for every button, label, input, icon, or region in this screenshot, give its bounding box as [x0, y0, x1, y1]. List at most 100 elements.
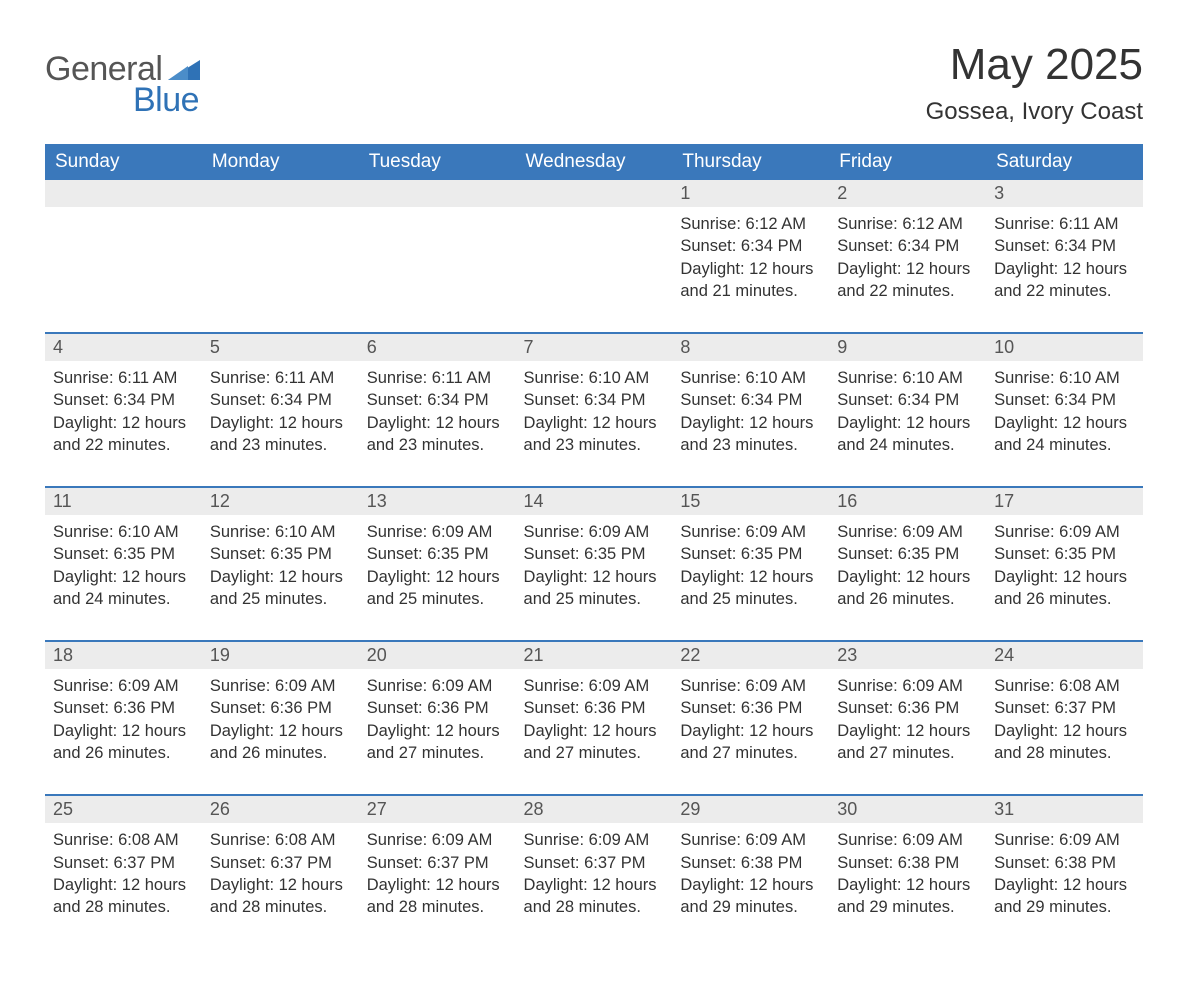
calendar-row: 18Sunrise: 6:09 AMSunset: 6:36 PMDayligh… — [45, 641, 1143, 795]
sunset-line: Sunset: 6:37 PM — [53, 852, 194, 874]
daylight-line: Daylight: 12 hours and 28 minutes. — [210, 874, 351, 919]
day-number: 12 — [202, 488, 359, 515]
sunset-line: Sunset: 6:38 PM — [837, 852, 978, 874]
day-details: Sunrise: 6:09 AMSunset: 6:35 PMDaylight:… — [516, 515, 673, 640]
day-number: 27 — [359, 796, 516, 823]
day-number — [359, 180, 516, 207]
daylight-line: Daylight: 12 hours and 28 minutes. — [367, 874, 508, 919]
calendar-cell: 17Sunrise: 6:09 AMSunset: 6:35 PMDayligh… — [986, 487, 1143, 641]
sunrise-line: Sunrise: 6:10 AM — [994, 367, 1135, 389]
day-details: Sunrise: 6:08 AMSunset: 6:37 PMDaylight:… — [45, 823, 202, 948]
sunset-line: Sunset: 6:35 PM — [680, 543, 821, 565]
daylight-line: Daylight: 12 hours and 27 minutes. — [680, 720, 821, 765]
day-details: Sunrise: 6:09 AMSunset: 6:36 PMDaylight:… — [359, 669, 516, 794]
day-details: Sunrise: 6:09 AMSunset: 6:35 PMDaylight:… — [672, 515, 829, 640]
calendar-cell: 1Sunrise: 6:12 AMSunset: 6:34 PMDaylight… — [672, 180, 829, 333]
sunrise-line: Sunrise: 6:09 AM — [994, 829, 1135, 851]
daylight-line: Daylight: 12 hours and 22 minutes. — [837, 258, 978, 303]
day-details: Sunrise: 6:09 AMSunset: 6:36 PMDaylight:… — [516, 669, 673, 794]
calendar-cell: 30Sunrise: 6:09 AMSunset: 6:38 PMDayligh… — [829, 795, 986, 948]
daylight-line: Daylight: 12 hours and 23 minutes. — [680, 412, 821, 457]
day-number: 18 — [45, 642, 202, 669]
day-details: Sunrise: 6:11 AMSunset: 6:34 PMDaylight:… — [359, 361, 516, 486]
day-details: Sunrise: 6:09 AMSunset: 6:37 PMDaylight:… — [359, 823, 516, 948]
daylight-line: Daylight: 12 hours and 25 minutes. — [680, 566, 821, 611]
day-number: 16 — [829, 488, 986, 515]
calendar-cell: 25Sunrise: 6:08 AMSunset: 6:37 PMDayligh… — [45, 795, 202, 948]
sunrise-line: Sunrise: 6:09 AM — [53, 675, 194, 697]
sunrise-line: Sunrise: 6:09 AM — [210, 675, 351, 697]
daylight-line: Daylight: 12 hours and 23 minutes. — [210, 412, 351, 457]
sunrise-line: Sunrise: 6:11 AM — [53, 367, 194, 389]
sunset-line: Sunset: 6:34 PM — [367, 389, 508, 411]
calendar-cell: 12Sunrise: 6:10 AMSunset: 6:35 PMDayligh… — [202, 487, 359, 641]
calendar-row: 1Sunrise: 6:12 AMSunset: 6:34 PMDaylight… — [45, 180, 1143, 333]
sunrise-line: Sunrise: 6:09 AM — [837, 675, 978, 697]
daylight-line: Daylight: 12 hours and 22 minutes. — [53, 412, 194, 457]
day-number: 1 — [672, 180, 829, 207]
day-number — [45, 180, 202, 207]
brand-part2: Blue — [133, 81, 200, 120]
day-details: Sunrise: 6:09 AMSunset: 6:36 PMDaylight:… — [829, 669, 986, 794]
sunset-line: Sunset: 6:35 PM — [837, 543, 978, 565]
calendar-row: 11Sunrise: 6:10 AMSunset: 6:35 PMDayligh… — [45, 487, 1143, 641]
daylight-line: Daylight: 12 hours and 28 minutes. — [524, 874, 665, 919]
sunrise-line: Sunrise: 6:08 AM — [210, 829, 351, 851]
daylight-line: Daylight: 12 hours and 29 minutes. — [680, 874, 821, 919]
sunset-line: Sunset: 6:36 PM — [524, 697, 665, 719]
calendar-cell: 27Sunrise: 6:09 AMSunset: 6:37 PMDayligh… — [359, 795, 516, 948]
day-details: Sunrise: 6:10 AMSunset: 6:34 PMDaylight:… — [829, 361, 986, 486]
sunrise-line: Sunrise: 6:09 AM — [367, 675, 508, 697]
day-number: 31 — [986, 796, 1143, 823]
calendar-cell: 5Sunrise: 6:11 AMSunset: 6:34 PMDaylight… — [202, 333, 359, 487]
daylight-line: Daylight: 12 hours and 27 minutes. — [524, 720, 665, 765]
day-details — [516, 207, 673, 307]
sunset-line: Sunset: 6:37 PM — [524, 852, 665, 874]
location-label: Gossea, Ivory Coast — [926, 98, 1143, 126]
daylight-line: Daylight: 12 hours and 29 minutes. — [837, 874, 978, 919]
calendar-cell: 3Sunrise: 6:11 AMSunset: 6:34 PMDaylight… — [986, 180, 1143, 333]
sunset-line: Sunset: 6:34 PM — [994, 389, 1135, 411]
sunrise-line: Sunrise: 6:09 AM — [367, 829, 508, 851]
calendar-cell: 15Sunrise: 6:09 AMSunset: 6:35 PMDayligh… — [672, 487, 829, 641]
day-number: 3 — [986, 180, 1143, 207]
day-number: 28 — [516, 796, 673, 823]
sunset-line: Sunset: 6:36 PM — [210, 697, 351, 719]
calendar-cell: 7Sunrise: 6:10 AMSunset: 6:34 PMDaylight… — [516, 333, 673, 487]
day-details: Sunrise: 6:09 AMSunset: 6:36 PMDaylight:… — [672, 669, 829, 794]
sunrise-line: Sunrise: 6:09 AM — [680, 521, 821, 543]
day-number: 24 — [986, 642, 1143, 669]
daylight-line: Daylight: 12 hours and 25 minutes. — [367, 566, 508, 611]
sunset-line: Sunset: 6:35 PM — [994, 543, 1135, 565]
sunset-line: Sunset: 6:36 PM — [53, 697, 194, 719]
day-details: Sunrise: 6:09 AMSunset: 6:35 PMDaylight:… — [359, 515, 516, 640]
calendar-cell: 28Sunrise: 6:09 AMSunset: 6:37 PMDayligh… — [516, 795, 673, 948]
daylight-line: Daylight: 12 hours and 26 minutes. — [53, 720, 194, 765]
sunrise-line: Sunrise: 6:12 AM — [837, 213, 978, 235]
sunset-line: Sunset: 6:37 PM — [367, 852, 508, 874]
day-details: Sunrise: 6:11 AMSunset: 6:34 PMDaylight:… — [45, 361, 202, 486]
sunset-line: Sunset: 6:36 PM — [367, 697, 508, 719]
day-number: 7 — [516, 334, 673, 361]
sunrise-line: Sunrise: 6:08 AM — [994, 675, 1135, 697]
daylight-line: Daylight: 12 hours and 26 minutes. — [994, 566, 1135, 611]
daylight-line: Daylight: 12 hours and 26 minutes. — [210, 720, 351, 765]
day-number: 15 — [672, 488, 829, 515]
weekday-header: Wednesday — [516, 144, 673, 180]
day-details: Sunrise: 6:09 AMSunset: 6:36 PMDaylight:… — [45, 669, 202, 794]
daylight-line: Daylight: 12 hours and 29 minutes. — [994, 874, 1135, 919]
day-number: 10 — [986, 334, 1143, 361]
calendar-cell: 23Sunrise: 6:09 AMSunset: 6:36 PMDayligh… — [829, 641, 986, 795]
calendar-row: 4Sunrise: 6:11 AMSunset: 6:34 PMDaylight… — [45, 333, 1143, 487]
calendar-cell: 21Sunrise: 6:09 AMSunset: 6:36 PMDayligh… — [516, 641, 673, 795]
sunset-line: Sunset: 6:38 PM — [680, 852, 821, 874]
sunset-line: Sunset: 6:37 PM — [210, 852, 351, 874]
sunrise-line: Sunrise: 6:10 AM — [837, 367, 978, 389]
calendar-cell: 22Sunrise: 6:09 AMSunset: 6:36 PMDayligh… — [672, 641, 829, 795]
sunset-line: Sunset: 6:38 PM — [994, 852, 1135, 874]
daylight-line: Daylight: 12 hours and 24 minutes. — [994, 412, 1135, 457]
day-details: Sunrise: 6:10 AMSunset: 6:34 PMDaylight:… — [986, 361, 1143, 486]
sunrise-line: Sunrise: 6:09 AM — [524, 521, 665, 543]
calendar-cell: 31 Sunrise: 6:09 AMSunset: 6:38 PMDayligh… — [986, 795, 1143, 948]
sunrise-line: Sunrise: 6:09 AM — [524, 675, 665, 697]
